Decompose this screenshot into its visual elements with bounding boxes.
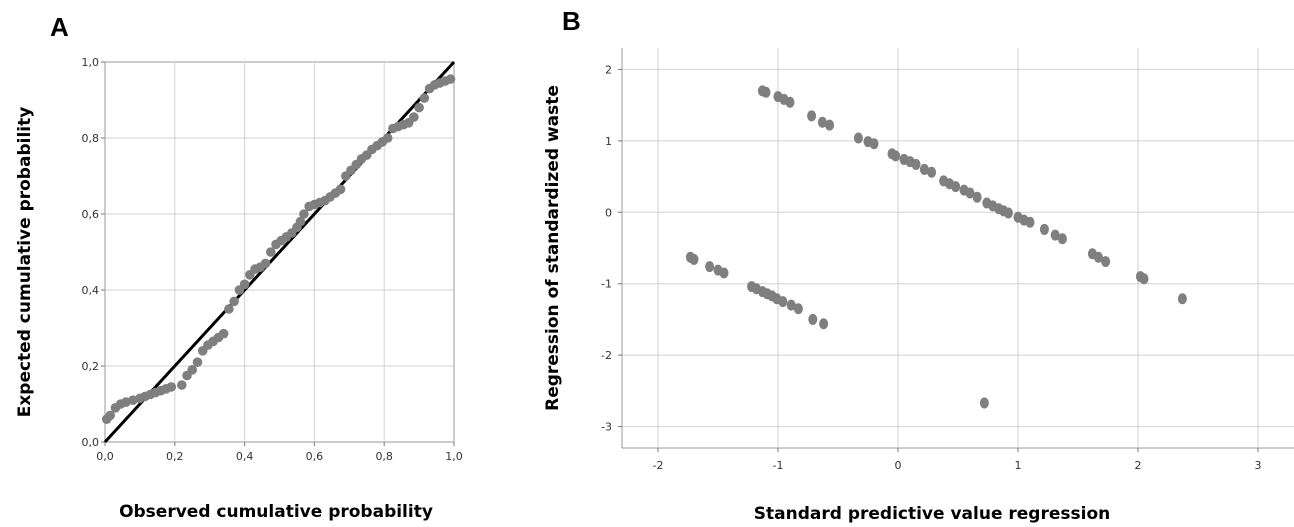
data-point: [817, 116, 827, 128]
data-point: [218, 328, 229, 339]
y-tick-label: 2: [605, 63, 612, 76]
x-tick-label: 2: [1135, 459, 1142, 472]
data-point: [335, 184, 346, 195]
y-tick-label: -2: [601, 349, 612, 362]
data-point: [260, 258, 271, 269]
panel-b-letter: B: [562, 6, 581, 36]
data-point: [1101, 256, 1111, 268]
data-point: [239, 279, 250, 290]
data-point: [972, 191, 982, 203]
data-point: [166, 382, 177, 392]
chart-b: -2 -1 0 1 2 3 2 1 0 -1 -2 -3 Standard predictive va…: [543, 48, 1294, 524]
chart-a-frame: [104, 61, 455, 443]
data-point: [785, 96, 795, 108]
x-tick-label: 3: [1255, 459, 1262, 472]
data-point: [224, 304, 234, 314]
data-point: [825, 119, 835, 131]
x-tick-label: 0,6: [306, 450, 324, 463]
data-point: [1039, 223, 1049, 235]
data-point: [1025, 216, 1035, 228]
data-point: [853, 132, 863, 144]
data-point: [689, 253, 699, 265]
chart-a-points: [101, 74, 456, 425]
data-point: [1050, 229, 1060, 241]
y-tick-label: -1: [601, 278, 612, 291]
chart-a-x-axis-title: Observed cumulative probability: [119, 502, 433, 522]
chart-a-grid: [105, 62, 454, 442]
data-point: [808, 313, 818, 325]
panel-a-letter: A: [50, 12, 69, 42]
data-point: [911, 158, 921, 170]
y-tick-label: 0,6: [82, 208, 100, 221]
data-point: [786, 299, 796, 311]
x-tick-label: 1: [1015, 459, 1022, 472]
x-tick-label: 0,4: [236, 450, 254, 463]
reference-line: [103, 60, 456, 444]
data-point: [719, 267, 729, 279]
chart-a: 0,0 0,2 0,4 0,6 0,8 1,0 0,0 0,2 0,4 0,6 0,8 1,0 Obs…: [15, 56, 463, 522]
y-tick-label: 1,0: [82, 56, 100, 69]
chart-b-y-axis-title: Regression of standardized waste: [543, 85, 563, 411]
data-point: [187, 365, 198, 375]
data-point: [793, 303, 803, 315]
data-point: [414, 102, 424, 113]
data-point: [761, 86, 771, 98]
x-tick-label: 0: [895, 459, 902, 472]
x-tick-label: 0,8: [375, 450, 393, 463]
data-point: [979, 397, 989, 409]
chart-b-x-axis-title: Standard predictive value regression: [754, 504, 1110, 524]
data-point: [965, 187, 975, 199]
y-tick-label: 0: [605, 206, 612, 219]
data-point: [1003, 207, 1013, 219]
chart-b-ticks: -2 -1 0 1 2 3 2 1 0 -1 -2 -3: [601, 63, 1261, 472]
x-tick-label: 0,0: [96, 450, 114, 463]
data-point: [409, 112, 419, 122]
data-point: [1139, 273, 1149, 285]
data-point: [1057, 233, 1067, 245]
data-point: [295, 216, 306, 227]
chart-a-ticks: 0,0 0,2 0,4 0,6 0,8 1,0 0,0 0,2 0,4 0,6 0,8 1,0: [82, 56, 463, 463]
data-point: [419, 93, 430, 103]
data-point: [919, 163, 929, 175]
data-point: [891, 150, 901, 162]
data-point: [299, 209, 309, 219]
data-point: [927, 166, 937, 178]
y-tick-label: 0,0: [82, 436, 100, 449]
chart-b-grid: [622, 48, 1294, 448]
x-tick-label: 0,2: [166, 450, 184, 463]
y-tick-label: 0,8: [82, 132, 100, 145]
data-point: [819, 318, 829, 330]
chart-b-points: [685, 85, 1187, 409]
y-tick-label: 1: [605, 135, 612, 148]
y-tick-label: 0,4: [82, 284, 100, 297]
data-point: [705, 261, 715, 273]
data-point: [229, 296, 239, 307]
data-point: [869, 138, 879, 150]
data-point: [105, 410, 116, 421]
x-tick-label: 1,0: [445, 450, 463, 463]
data-point: [445, 74, 456, 84]
data-point: [778, 296, 788, 308]
data-point: [1093, 251, 1103, 263]
data-point: [382, 133, 393, 143]
chart-a-y-axis-title: Expected cumulative probability: [15, 107, 35, 418]
x-tick-label: -2: [653, 459, 664, 472]
data-point: [192, 357, 203, 368]
data-point: [1177, 293, 1187, 305]
y-tick-label: 0,2: [82, 360, 100, 373]
data-point: [176, 380, 187, 390]
data-point: [807, 110, 817, 122]
data-point: [951, 181, 961, 193]
y-tick-label: -3: [601, 421, 612, 434]
x-tick-label: -1: [773, 459, 784, 472]
data-point: [265, 247, 276, 257]
